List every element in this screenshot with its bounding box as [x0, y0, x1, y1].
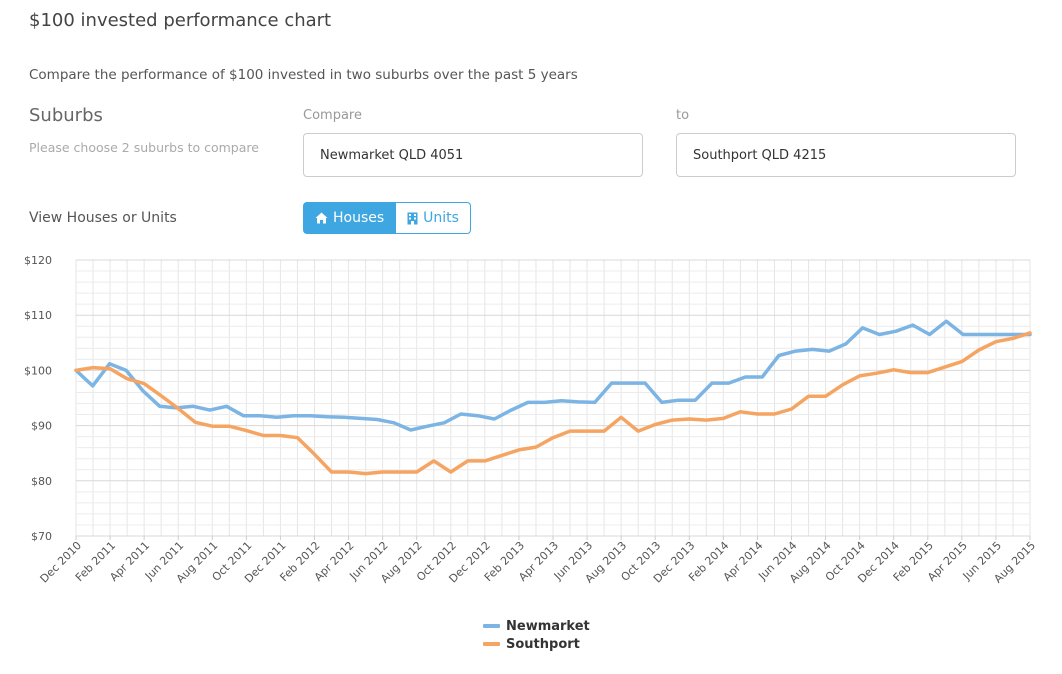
series-line-southport [74, 331, 1032, 476]
units-button[interactable]: Units [396, 202, 471, 234]
to-label: to [676, 108, 690, 123]
y-tick-label: $70 [31, 530, 52, 543]
legend-swatch-southport [483, 642, 500, 646]
suburbs-hint: Please choose 2 suburbs to compare [29, 140, 259, 155]
y-tick-label: $100 [24, 364, 52, 377]
units-label: Units [423, 210, 459, 226]
view-type-label: View Houses or Units [29, 210, 177, 226]
legend-label-southport: Southport [506, 636, 580, 652]
y-tick-label: $120 [24, 254, 52, 267]
compare-label: Compare [303, 108, 362, 123]
home-icon [315, 212, 328, 224]
legend-item-southport[interactable]: Southport [483, 635, 590, 653]
to-suburb-input[interactable] [676, 133, 1016, 177]
legend-item-newmarket[interactable]: Newmarket [483, 617, 590, 635]
chart-legend: Newmarket Southport [483, 617, 590, 653]
series-line-newmarket [74, 319, 1032, 432]
y-tick-label: $90 [31, 420, 52, 433]
houses-button[interactable]: Houses [303, 202, 397, 234]
y-tick-label: $80 [31, 475, 52, 488]
y-tick-label: $110 [24, 309, 52, 322]
legend-swatch-newmarket [483, 624, 500, 628]
legend-label-newmarket: Newmarket [506, 618, 590, 634]
page-title: $100 invested performance chart [29, 10, 332, 31]
page-description: Compare the performance of $100 invested… [29, 67, 578, 83]
compare-suburb-input[interactable] [303, 133, 643, 177]
houses-label: Houses [333, 210, 385, 226]
building-icon [407, 212, 418, 224]
view-type-toggle: Houses Units [303, 202, 471, 234]
suburbs-heading: Suburbs [29, 105, 103, 126]
